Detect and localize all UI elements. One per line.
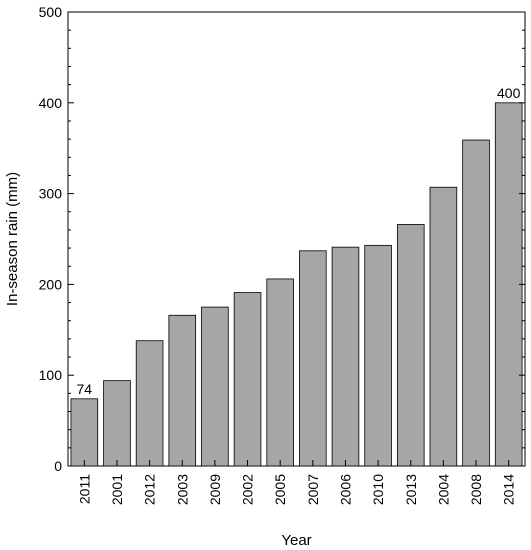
data-label-2011: 74 <box>77 381 93 397</box>
bar-2005 <box>266 278 294 467</box>
bar-2013 <box>396 224 425 467</box>
x-tick-label: 2001 <box>109 474 125 505</box>
x-tick-label: 2003 <box>174 474 190 505</box>
x-tick-label: 2009 <box>207 474 223 505</box>
x-axis-title: Year <box>281 532 311 549</box>
y-tick-label: 0 <box>54 458 62 474</box>
x-tick-label: 2008 <box>468 474 484 505</box>
bar-2004 <box>429 186 458 467</box>
bar-2003 <box>168 314 197 467</box>
bar-2002 <box>233 292 262 467</box>
x-tick-label: 2014 <box>501 474 517 505</box>
y-tick-label: 400 <box>39 95 63 111</box>
x-tick-label: 2011 <box>76 474 92 504</box>
bar-2008 <box>462 139 490 467</box>
x-tick-label: 2013 <box>403 474 419 505</box>
bar-2009 <box>201 306 229 467</box>
bar-2011 <box>70 398 99 467</box>
x-axis-ticks: 2011 2001 2012 2003 2009 2002 2005 2007 2006 2010… <box>76 460 517 505</box>
x-tick-label: 2006 <box>337 474 353 505</box>
y-axis-ticks: 0 100 200 300 400 500 <box>39 4 525 474</box>
bars-group <box>70 102 523 467</box>
x-tick-label: 2010 <box>370 474 386 505</box>
bar-2010 <box>364 244 392 467</box>
y-tick-label: 300 <box>39 186 63 202</box>
x-tick-label: 2004 <box>435 474 451 505</box>
bar-2014 <box>494 102 523 467</box>
y-tick-label: 500 <box>39 4 63 20</box>
x-tick-label: 2002 <box>240 474 256 505</box>
bar-2001 <box>103 380 131 467</box>
y-tick-label: 100 <box>39 367 63 383</box>
data-labels-group: 74 400 <box>77 85 521 397</box>
x-tick-label: 2012 <box>142 474 158 505</box>
data-label-2014: 400 <box>497 85 521 101</box>
plot-frame <box>67 11 526 467</box>
x-tick-label: 2005 <box>272 474 288 505</box>
y-axis-title: In-season rain (mm) <box>4 172 21 306</box>
y-tick-label: 200 <box>39 276 63 292</box>
bar-2007 <box>299 250 327 467</box>
x-tick-label: 2007 <box>305 474 321 505</box>
bar-2006 <box>331 246 360 467</box>
bar-2012 <box>135 340 164 467</box>
